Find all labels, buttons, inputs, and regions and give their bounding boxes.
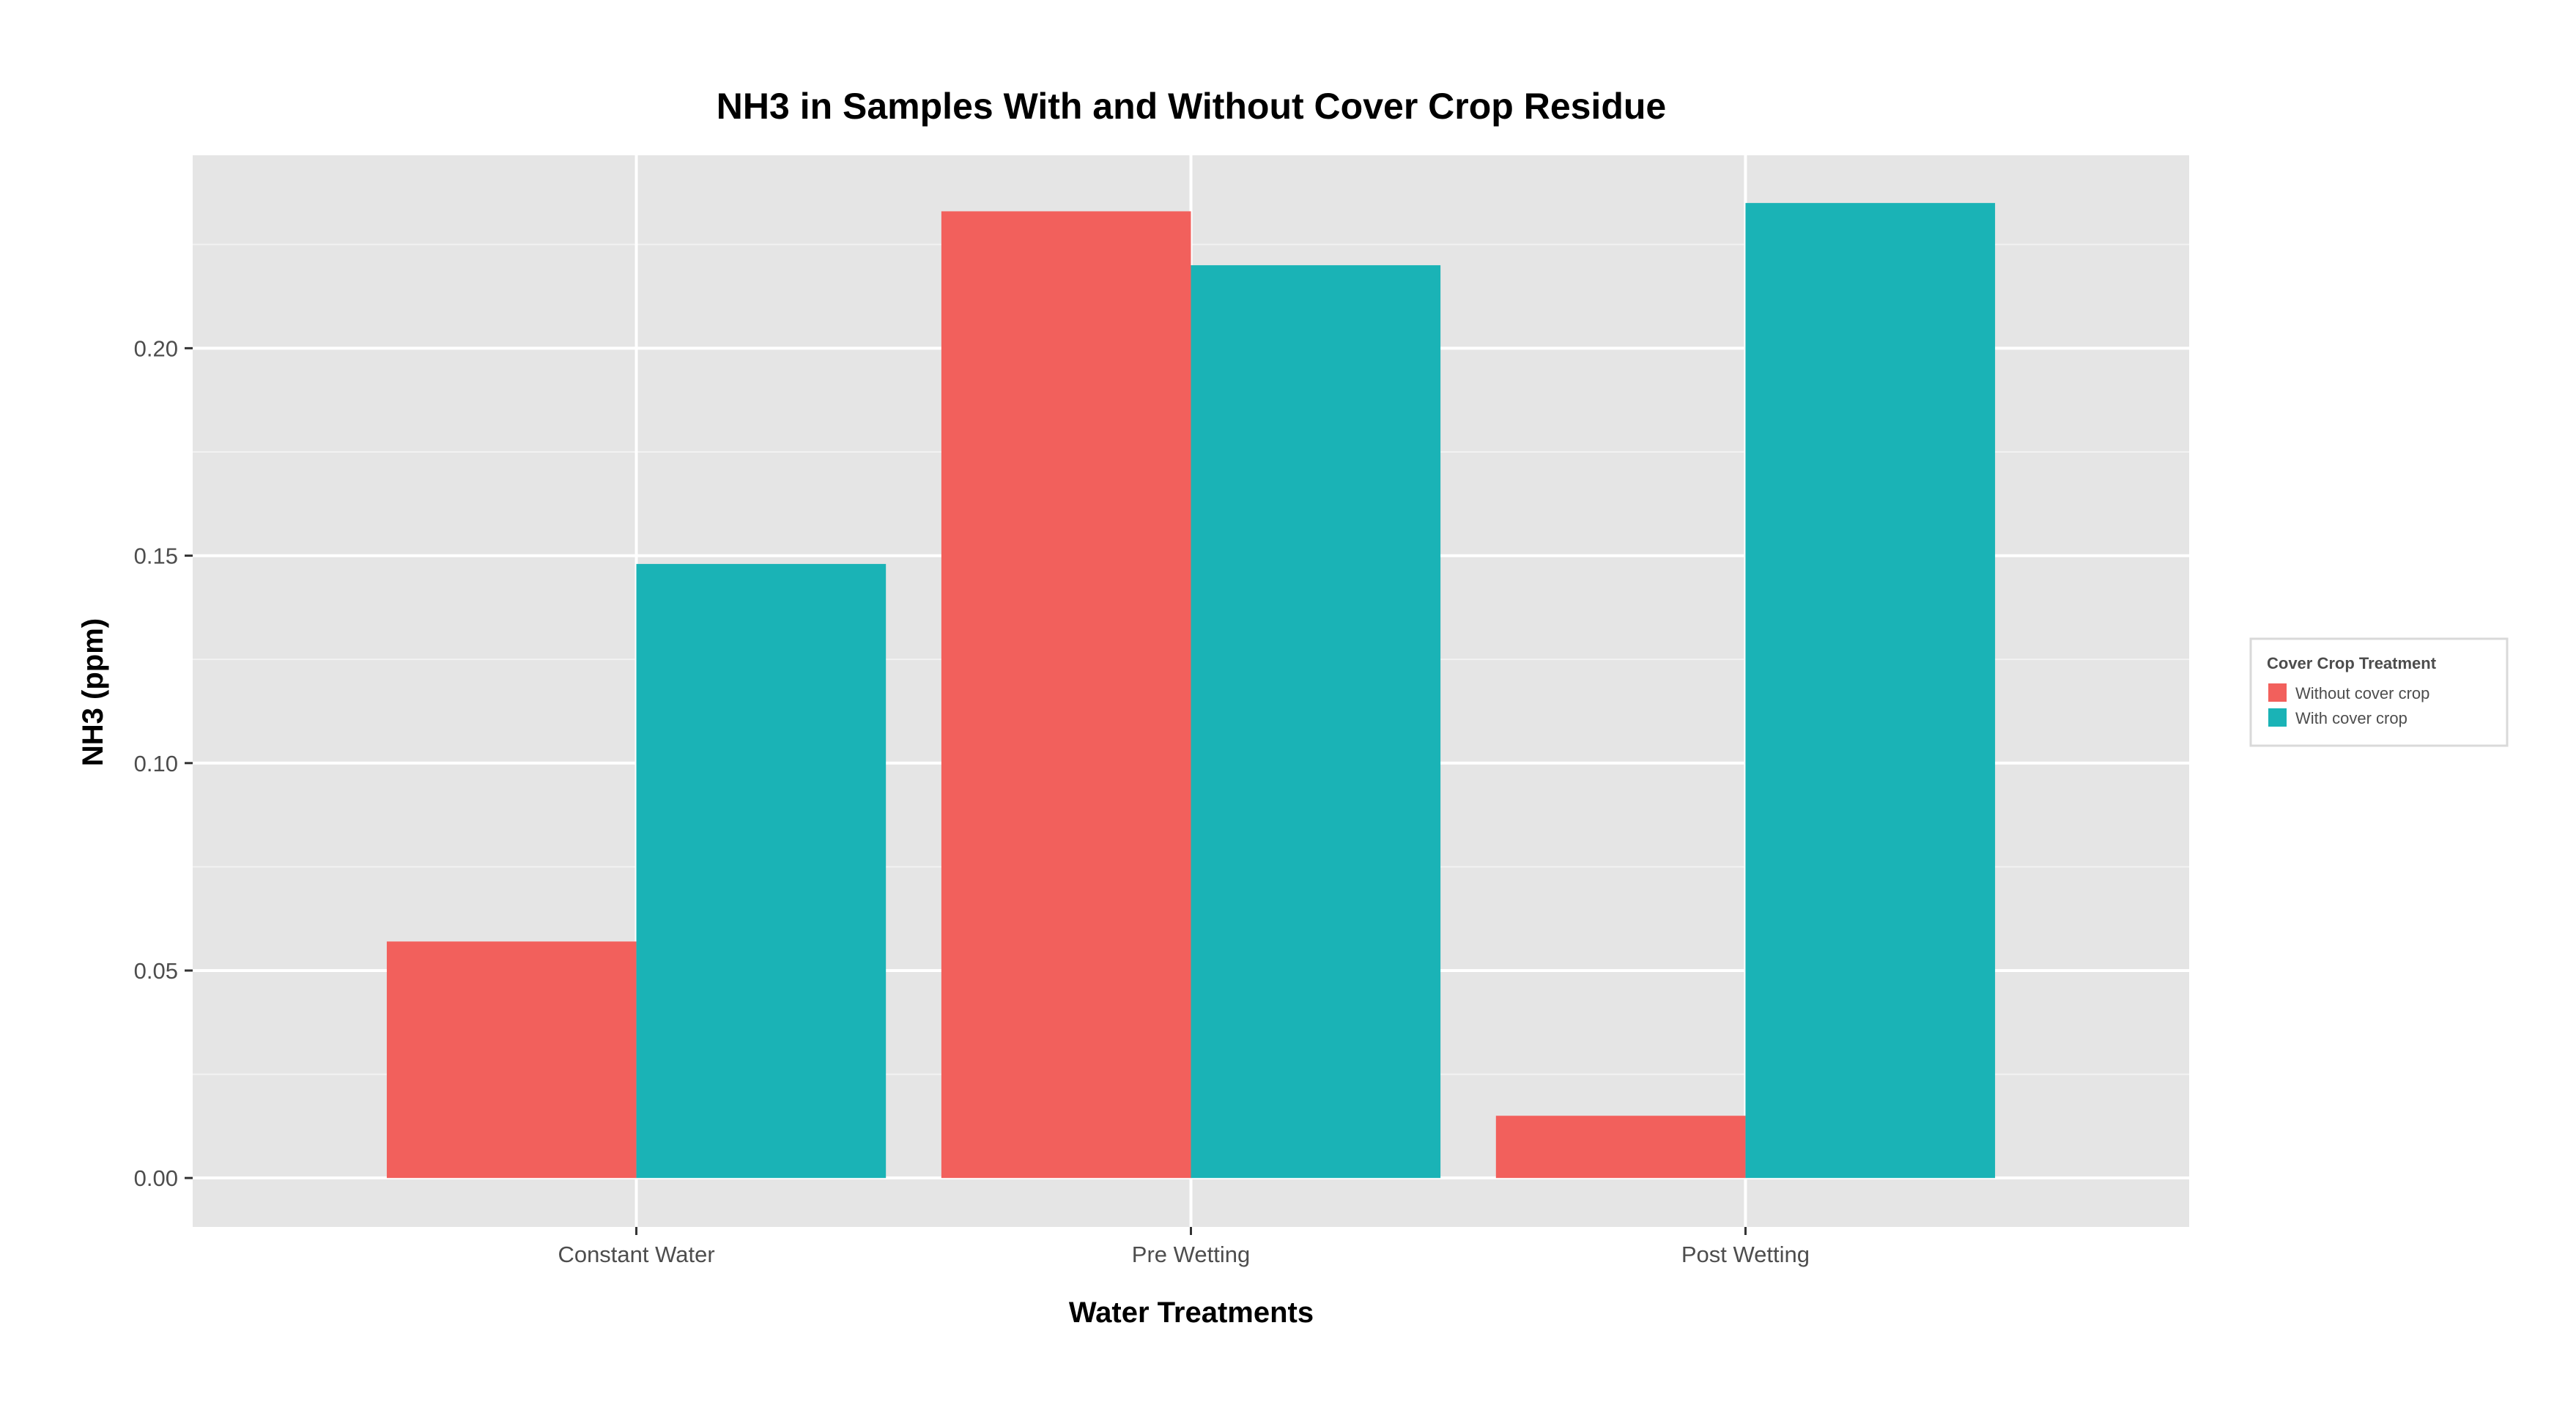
x-axis: Constant Water Pre Wetting Post Wetting: [558, 1227, 1810, 1267]
legend-swatch: [2268, 708, 2287, 727]
y-tick-label: 0.00: [134, 1165, 178, 1191]
legend-swatch: [2268, 683, 2287, 702]
legend-title: Cover Crop Treatment: [2267, 654, 2437, 672]
legend-label: With cover crop: [2295, 709, 2407, 727]
y-axis-title: NH3 (ppm): [77, 618, 109, 766]
bars: [386, 203, 1996, 1179]
x-tick-label: Constant Water: [558, 1242, 714, 1267]
bar-without-cover-crop-pre-wetting: [941, 211, 1191, 1179]
y-tick-label: 0.20: [134, 335, 178, 361]
bar-with-cover-crop-pre-wetting: [1191, 265, 1441, 1179]
bar-with-cover-crop-post-wetting: [1745, 203, 1996, 1179]
y-tick-label: 0.05: [134, 958, 178, 984]
y-tick-label: 0.15: [134, 544, 178, 569]
x-tick-label: Post Wetting: [1681, 1242, 1810, 1267]
legend-label: Without cover crop: [2295, 684, 2429, 702]
x-axis-title: Water Treatments: [1069, 1297, 1314, 1329]
y-tick-label: 0.10: [134, 751, 178, 776]
bar-without-cover-crop-post-wetting: [1495, 1116, 1746, 1179]
x-tick-label: Pre Wetting: [1132, 1242, 1250, 1267]
legend-items: Without cover crop With cover crop: [2268, 683, 2429, 727]
bar-without-cover-crop-constant-water: [386, 941, 637, 1179]
legend-box: [2249, 637, 2509, 747]
legend: Cover Crop Treatment Without cover cropW…: [2249, 637, 2509, 747]
bar-with-cover-crop-constant-water: [636, 563, 887, 1179]
chart-title: NH3 in Samples With and Without Cover Cr…: [717, 86, 1666, 127]
y-axis: 0.00 0.05 0.10 0.15 0.20: [134, 335, 193, 1191]
